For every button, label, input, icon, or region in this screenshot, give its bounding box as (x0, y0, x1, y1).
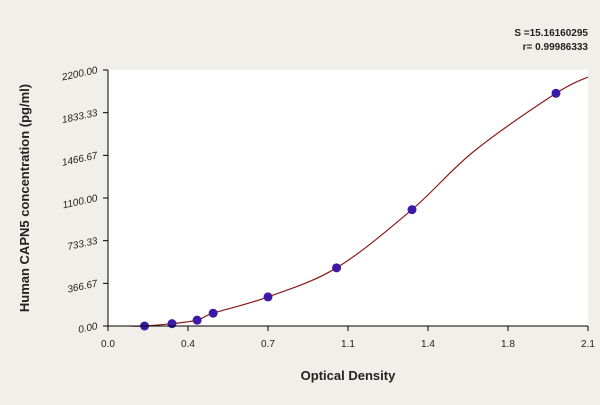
x-tick-label: 1.1 (341, 339, 355, 350)
x-tick-label: 1.4 (421, 339, 435, 350)
y-tick-label: 0.00 (77, 321, 99, 336)
stat-r: r= 0.99986333 (523, 42, 589, 53)
data-point (167, 319, 177, 329)
x-tick-label: 0.7 (261, 339, 275, 350)
y-tick-label: 1100.00 (62, 193, 99, 211)
x-tick-label: 0.4 (181, 339, 195, 350)
x-axis-ticks: 0.0 0.4 0.7 1.1 1.4 1.8 2.1 (101, 326, 595, 350)
data-point (208, 308, 218, 318)
x-tick-label: 2.1 (581, 339, 595, 350)
x-tick-label: 0.0 (101, 339, 115, 350)
data-point (407, 205, 417, 215)
x-axis-title: Optical Density (301, 368, 396, 383)
y-tick-label: 1833.33 (61, 108, 99, 126)
data-point (192, 315, 202, 325)
y-axis-ticks: 0.00 366.67 733.33 1100.00 1466.67 1833.33 220… (60, 65, 108, 336)
data-point (263, 292, 273, 302)
y-tick-label: 733.33 (66, 236, 99, 253)
data-point (332, 263, 342, 273)
plot-area (108, 70, 588, 326)
stat-s: S =15.16160295 (514, 28, 588, 39)
data-point (551, 88, 561, 98)
x-tick-label: 1.8 (501, 339, 515, 350)
y-tick-label: 1466.67 (61, 150, 99, 168)
y-tick-label: 366.67 (66, 278, 99, 295)
y-axis-title: Human CAPN5 concentration (pg/ml) (17, 84, 32, 312)
y-tick-label: 2200.00 (60, 65, 99, 84)
